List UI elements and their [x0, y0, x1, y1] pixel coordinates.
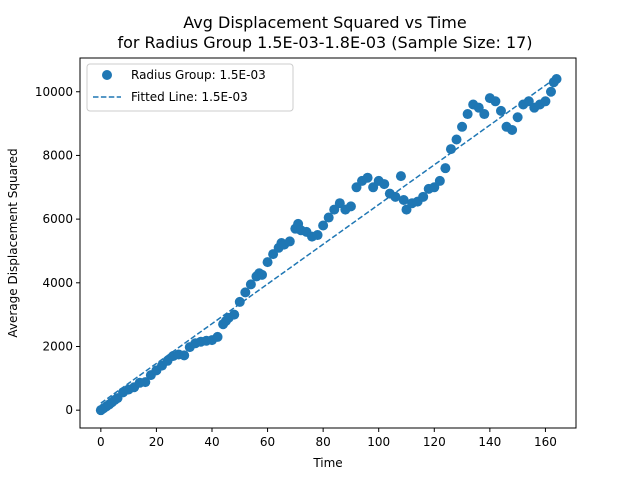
data-point [229, 309, 240, 320]
x-tick-label: 60 [260, 435, 275, 449]
legend-box [86, 63, 294, 112]
data-point [379, 179, 390, 190]
data-point [398, 195, 409, 206]
data-point [512, 112, 523, 123]
x-tick-label: 120 [423, 435, 446, 449]
data-point [257, 269, 268, 280]
y-axis-ticks: 0 2000 4000 6000 8000 10000 [35, 85, 80, 417]
y-tick-label: 10000 [35, 85, 73, 99]
data-point [240, 287, 251, 298]
y-axis-label: Average Displacement Squared [6, 148, 20, 337]
x-tick-label: 80 [315, 435, 330, 449]
legend-label-scatter: Radius Group: 1.5E-03 [131, 68, 266, 82]
data-point [490, 96, 501, 107]
legend-marker-scatter [102, 70, 112, 80]
data-point [140, 377, 151, 388]
y-tick-label: 2000 [42, 339, 73, 353]
y-tick-label: 8000 [42, 148, 73, 162]
plot-area [95, 74, 562, 416]
x-tick-label: 160 [534, 435, 557, 449]
y-tick-label: 0 [65, 403, 73, 417]
data-point [457, 121, 468, 132]
data-point [312, 230, 323, 241]
x-tick-label: 140 [478, 435, 501, 449]
fitted-line [100, 76, 557, 404]
data-point [323, 212, 334, 223]
chart-subtitle: for Radius Group 1.5E-03-1.8E-03 (Sample… [117, 33, 532, 52]
plot-frame [79, 57, 577, 429]
data-point [479, 109, 490, 120]
chart-title: Avg Displacement Squared vs Time [183, 13, 466, 32]
x-axis-label: Time [312, 456, 342, 470]
data-point [495, 105, 506, 116]
data-point [418, 191, 429, 202]
fitted-line-layer [100, 76, 557, 404]
x-axis-ticks: 0 20 40 60 80 100 120 140 160 [97, 428, 557, 449]
data-point [179, 350, 190, 361]
y-tick-label: 6000 [42, 212, 73, 226]
data-point [284, 236, 295, 247]
data-point [440, 163, 451, 174]
x-tick-label: 0 [97, 435, 105, 449]
legend-label-line: Fitted Line: 1.5E-03 [131, 90, 248, 104]
data-point [318, 220, 329, 231]
scatter-points [95, 74, 562, 416]
data-point [262, 257, 273, 268]
y-tick-label: 4000 [42, 276, 73, 290]
legend: Radius Group: 1.5E-03 Fitted Line: 1.5E-… [86, 63, 294, 112]
data-point [551, 74, 562, 85]
data-point [545, 86, 556, 97]
x-tick-label: 100 [367, 435, 390, 449]
data-point [434, 175, 445, 186]
data-point [245, 279, 256, 290]
data-point [540, 96, 551, 107]
data-point [507, 124, 518, 135]
data-point [345, 201, 356, 212]
data-point [462, 109, 473, 120]
x-tick-label: 20 [149, 435, 164, 449]
data-point [234, 296, 245, 307]
data-point [451, 134, 462, 145]
data-point [395, 171, 406, 182]
data-point [445, 144, 456, 155]
data-point [362, 172, 373, 183]
data-point [212, 331, 223, 342]
x-tick-label: 40 [204, 435, 219, 449]
